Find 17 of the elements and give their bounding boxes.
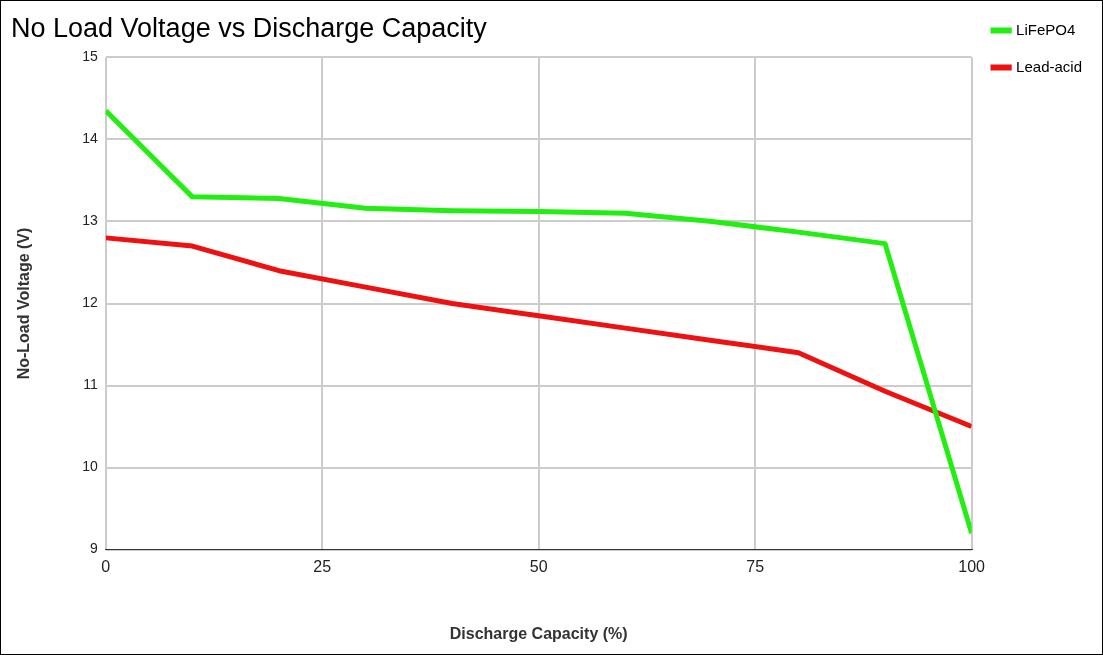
x-tick-label: 50: [529, 557, 548, 575]
x-tick-label: 100: [958, 557, 986, 575]
y-tick-label: 14: [82, 130, 98, 147]
y-tick-label: 10: [82, 458, 98, 475]
y-tick-label: 13: [82, 212, 98, 229]
x-axis-title: Discharge Capacity (%): [449, 624, 628, 642]
x-tick-label: 75: [746, 557, 765, 575]
y-tick-label: 11: [83, 376, 98, 393]
legend-label: LiFePO4: [1016, 20, 1076, 38]
y-tick-label: 12: [82, 294, 98, 311]
legend-label: Lead-acid: [1016, 57, 1083, 75]
y-tick-label: 9: [89, 540, 98, 557]
y-axis-title: No-Load Voltage (V): [15, 227, 33, 380]
x-tick-label: 25: [313, 557, 332, 575]
x-tick-label: 0: [101, 557, 111, 575]
chart-title: No Load Voltage vs Discharge Capacity: [11, 12, 488, 43]
y-tick-label: 15: [82, 48, 98, 65]
